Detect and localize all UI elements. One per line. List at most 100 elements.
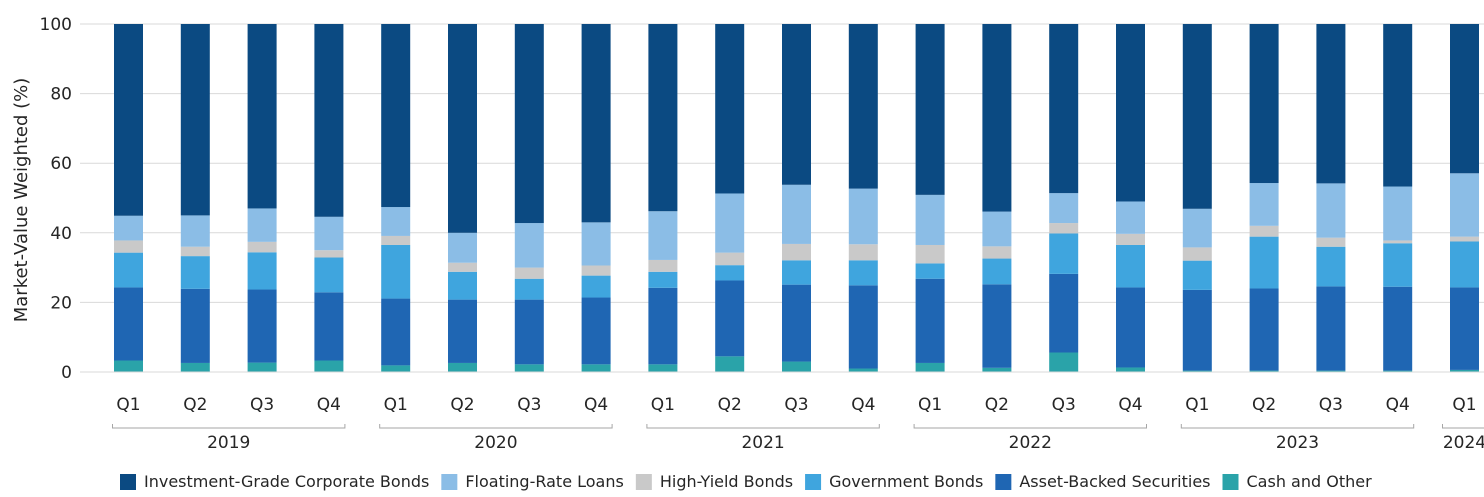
x-tick-label: Q4: [1386, 395, 1410, 415]
bar-segment: [782, 243, 811, 261]
bar-segment: [314, 257, 344, 293]
bar-segment: [114, 215, 143, 241]
x-tick-label: Q1: [1185, 395, 1209, 415]
bar-segment: [848, 285, 878, 369]
bar-segment: [1316, 24, 1346, 184]
bar-segment: [180, 215, 210, 247]
x-tick-label: Q3: [250, 395, 274, 415]
y-tick-label: 20: [50, 293, 72, 313]
legend-label: Cash and Other: [1247, 472, 1373, 491]
x-tick-label: Q1: [918, 395, 942, 415]
bar-segment: [982, 211, 1012, 247]
x-tick-label: Q2: [183, 395, 207, 415]
x-tick-label: Q1: [384, 395, 408, 415]
y-axis-title: Market-Value Weighted (%): [11, 78, 32, 323]
bar-segment: [1182, 370, 1212, 372]
bar-segment: [715, 252, 745, 266]
bar-segment: [848, 24, 878, 189]
x-tick-label: Q4: [584, 395, 608, 415]
bar-segment: [581, 297, 611, 365]
bar-segment: [247, 252, 277, 290]
bar-segment: [448, 24, 477, 233]
bar-stack: [381, 24, 411, 372]
bar-stack: [648, 24, 678, 372]
bar-segment: [1116, 201, 1145, 234]
bar-segment: [782, 260, 811, 285]
bar-stack: [1049, 24, 1079, 372]
y-tick-label: 100: [40, 15, 72, 35]
bar-segment: [782, 284, 811, 362]
bar-segment: [715, 356, 745, 372]
bar-segment: [247, 289, 277, 363]
year-label: 2021: [741, 433, 784, 453]
bar-segment: [915, 278, 945, 363]
bar-segment: [381, 207, 411, 236]
bar-stack: [180, 24, 210, 372]
bar-segment: [581, 275, 611, 298]
legend-item: Cash and Other: [1222, 472, 1373, 491]
x-tick-label: Q4: [1118, 395, 1142, 415]
legend-swatch: [1222, 474, 1239, 490]
bar-stack: [314, 24, 344, 372]
bar-segment: [448, 262, 477, 272]
bar-stack: [448, 24, 477, 372]
year-bracket: [1180, 424, 1415, 429]
bar-segment: [1249, 24, 1279, 184]
bar-segment: [648, 211, 678, 260]
x-tick-label: Q4: [317, 395, 341, 415]
bar-segment: [1316, 237, 1346, 247]
x-tick-label: Q1: [651, 395, 675, 415]
x-tick-label: Q3: [517, 395, 541, 415]
bar-segment: [715, 280, 745, 357]
bar-segment: [314, 24, 344, 217]
bar-segment: [1450, 369, 1479, 372]
bar-segment: [581, 222, 611, 266]
legend-item: Floating-Rate Loans: [441, 472, 624, 491]
bar-stack: [114, 24, 143, 372]
x-tick-label: Q3: [1319, 395, 1343, 415]
legend-label: High-Yield Bonds: [660, 472, 793, 491]
bar-segment: [114, 24, 143, 216]
bar-segment: [915, 244, 945, 264]
bar-segment: [180, 256, 210, 289]
bar-segment: [514, 364, 544, 372]
bar-segment: [247, 362, 277, 372]
bar-segment: [915, 194, 945, 245]
legend-label: Investment-Grade Corporate Bonds: [144, 472, 429, 491]
bar-segment: [982, 367, 1012, 372]
y-tick-label: 80: [50, 85, 72, 105]
bar-segment: [1450, 236, 1479, 242]
legend-swatch: [635, 474, 652, 490]
bar-stack: [715, 24, 745, 372]
bar-segment: [915, 263, 945, 279]
bar-segment: [648, 24, 678, 212]
year-label: 2019: [207, 433, 250, 453]
bar-stack: [1450, 24, 1479, 372]
legend-item: High-Yield Bonds: [635, 472, 793, 491]
bar-segment: [448, 362, 477, 372]
bar-segment: [381, 24, 411, 208]
bar-segment: [1383, 243, 1413, 287]
bar-segment: [1383, 240, 1413, 244]
bar-segment: [1450, 24, 1479, 174]
bar-segment: [715, 193, 745, 253]
x-tick-label: Q2: [1252, 395, 1276, 415]
bar-segment: [1450, 241, 1479, 288]
bar-segment: [1316, 370, 1346, 372]
bar-segment: [1316, 246, 1346, 287]
bar-segment: [1116, 24, 1145, 202]
bar-segment: [114, 287, 143, 361]
bar-segment: [381, 235, 411, 245]
bar-segment: [1316, 183, 1346, 238]
bar-segment: [1249, 225, 1279, 237]
legend-label: Asset-Backed Securities: [1019, 472, 1210, 491]
bar-segment: [648, 287, 678, 365]
bar-stack: [1383, 24, 1413, 372]
bar-segment: [314, 292, 344, 361]
legend-item: Asset-Backed Securities: [995, 472, 1211, 491]
legend-swatch: [441, 474, 458, 490]
bar-segment: [448, 232, 477, 263]
bar-segment: [1182, 247, 1212, 261]
year-label: 2024: [1443, 433, 1484, 453]
bar-segment: [247, 24, 277, 209]
